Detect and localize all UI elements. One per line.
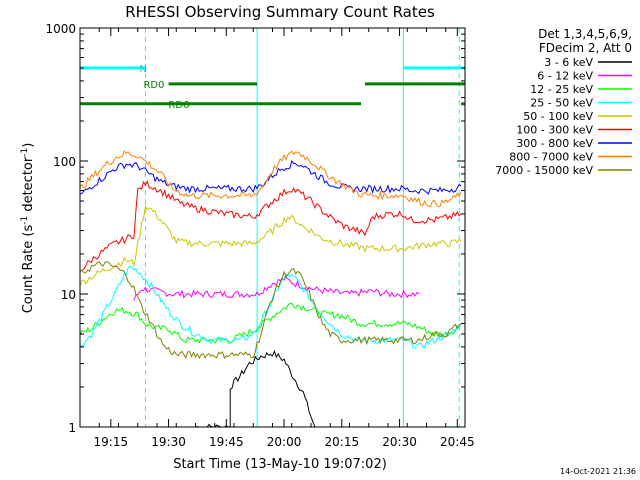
legend-label-2: 12 - 25 keV (530, 83, 593, 96)
legend-label-5: 100 - 300 keV (516, 124, 593, 137)
series-line-2 (79, 302, 458, 344)
series-line-0 (195, 349, 316, 428)
x-axis-label: Start Time (13-May-10 19:07:02) (173, 457, 387, 472)
x-tick-label-2: 19:45 (209, 435, 244, 449)
x-tick-label-0: 19:15 (94, 435, 129, 449)
plot-frame (79, 27, 466, 428)
flag-label-rd0: RD0 (143, 80, 164, 91)
x-tick-label-4: 20:15 (325, 435, 360, 449)
flag-label-n: N (139, 64, 146, 75)
series-line-3 (79, 265, 462, 349)
x-tick-label-6: 20:45 (440, 435, 475, 449)
axes: 1 10 100 1000 19:15 19:30 19:45 20:00 20:15 20:30… (45, 22, 474, 449)
y-tick-label-0: 1 (68, 421, 76, 435)
y-tick-label-3: 1000 (45, 22, 76, 36)
flag-label-rd6: RD6 (168, 100, 189, 111)
x-tick-label-3: 20:00 (267, 435, 302, 449)
x-tick-label-5: 20:30 (382, 435, 417, 449)
legend-label-6: 300 - 800 keV (516, 137, 593, 150)
series-line-8 (79, 261, 462, 360)
series-line-1 (133, 275, 420, 301)
series-line-4 (79, 204, 462, 287)
legend-label-3: 25 - 50 keV (530, 97, 593, 110)
plot-area: N RD0 RD6 (79, 28, 465, 428)
chart-title: RHESSI Observing Summary Count Rates (125, 3, 435, 21)
legend-header-line-2: FDecim 2, Att 0 (539, 41, 632, 55)
y-tick-label-1: 10 (61, 288, 76, 302)
legend-label-0: 3 - 6 keV (544, 56, 593, 69)
legend-label-7: 800 - 7000 keV (509, 151, 593, 164)
legend-header-line-1: Det 1,3,4,5,6,9, (538, 27, 632, 41)
series-line-6 (79, 159, 462, 195)
timestamp: 14-Oct-2021 21:36 (560, 467, 636, 476)
y-tick-label-2: 100 (53, 155, 76, 169)
legend-label-8: 7000 - 15000 keV (495, 164, 593, 177)
series-line-5 (79, 180, 462, 272)
y-axis-label: Count Rate (s-1 detector-1) (20, 143, 36, 314)
x-tick-label-1: 19:30 (151, 435, 186, 449)
legend-label-1: 6 - 12 keV (537, 70, 593, 83)
legend-label-4: 50 - 100 keV (523, 110, 593, 123)
legend: Det 1,3,4,5,6,9, FDecim 2, Att 0 3 - 6 k… (495, 27, 632, 177)
series-line-7 (79, 149, 462, 208)
